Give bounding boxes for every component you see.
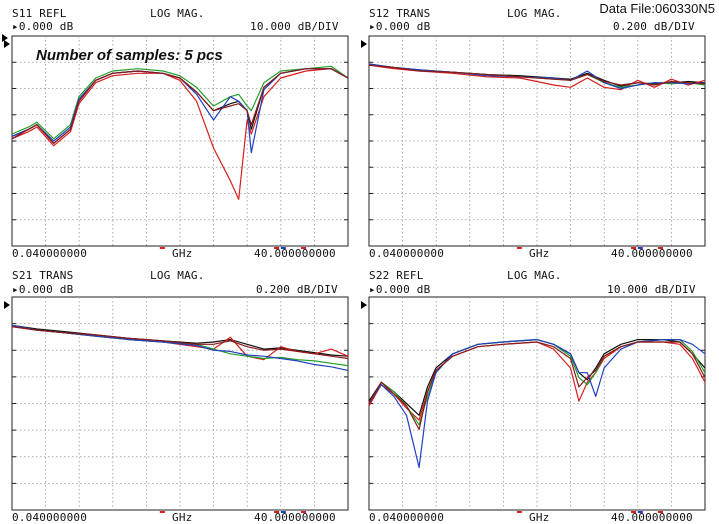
frequency-marker [631, 247, 636, 249]
sample-count-note: Number of samples: 5 pcs [36, 47, 223, 64]
frequency-marker [631, 511, 636, 513]
frequency-marker [281, 247, 286, 249]
chart-plot [0, 266, 350, 524]
panel-s22: S22 REFL LOG MAG. ▸0.000 dB 10.000 dB/DI… [357, 266, 707, 524]
frequency-marker [160, 247, 165, 249]
chart-plot [357, 0, 707, 258]
frequency-marker [517, 247, 522, 249]
frequency-marker [638, 247, 643, 249]
reference-marker-icon [4, 301, 10, 309]
reference-marker-icon [361, 40, 367, 48]
frequency-marker [638, 511, 643, 513]
frequency-marker [301, 247, 306, 249]
chart-plot [0, 0, 350, 258]
frequency-marker [160, 511, 165, 513]
frequency-marker [274, 247, 279, 249]
chart-plot [357, 266, 707, 524]
frequency-marker [301, 511, 306, 513]
data-file-label: Data File:060330N5 [599, 1, 715, 16]
panel-s12: S12 TRANS LOG MAG. ▸0.000 dB 0.200 dB/DI… [357, 0, 707, 258]
frequency-marker [281, 511, 286, 513]
panel-s11: S11 REFL LOG MAG. ▸0.000 dB 10.000 dB/DI… [0, 0, 350, 258]
frequency-marker [658, 247, 663, 249]
frequency-marker [658, 511, 663, 513]
panel-s21: S21 TRANS LOG MAG. ▸0.000 dB 0.200 dB/DI… [0, 266, 350, 524]
top-left-marker-icon [2, 34, 8, 42]
reference-marker-icon [361, 301, 367, 309]
frequency-marker [517, 511, 522, 513]
frequency-marker [274, 511, 279, 513]
